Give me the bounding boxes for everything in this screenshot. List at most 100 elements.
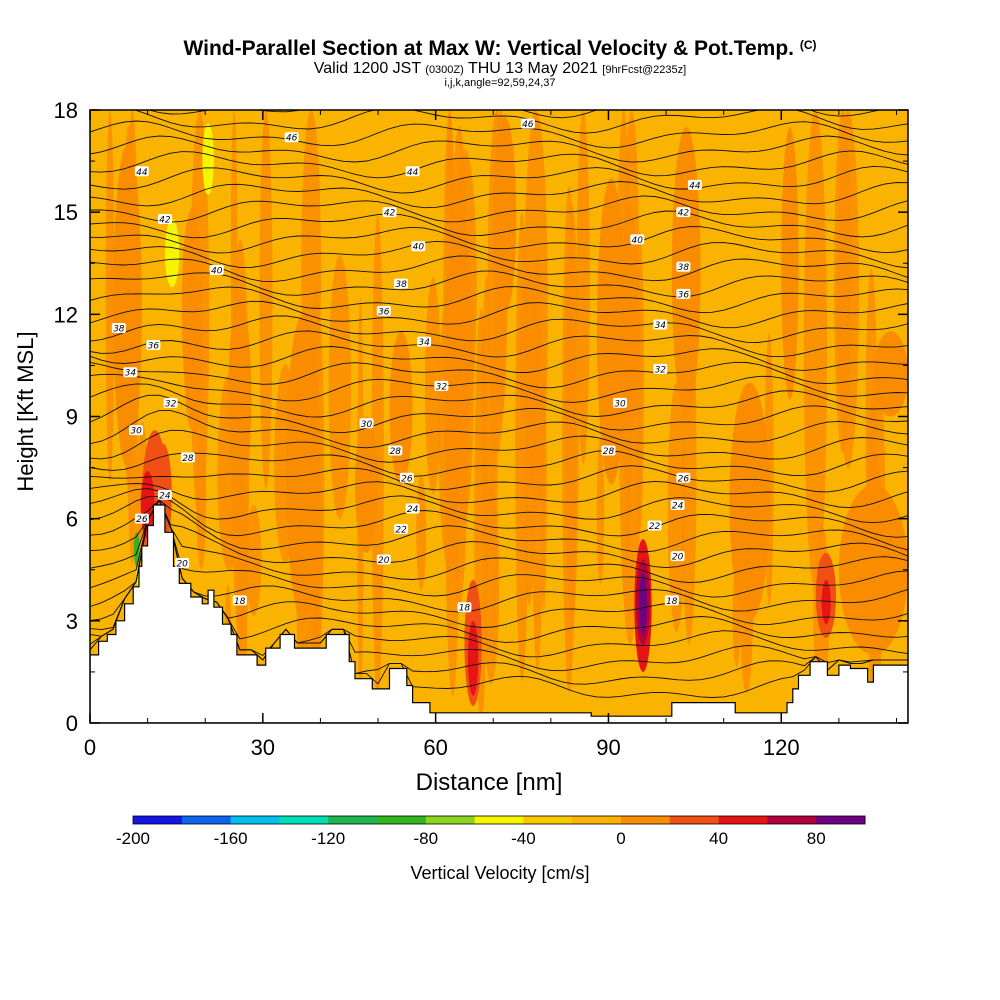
contour-label-bg: [388, 445, 403, 456]
contour-label-text: 30: [361, 420, 373, 430]
contour-label: 28: [388, 445, 403, 457]
contour-label-bg: [382, 207, 397, 218]
contour-label: 34: [653, 319, 668, 331]
contour-label-bg: [653, 319, 668, 330]
contour-label-bg: [676, 207, 691, 218]
y-tick-label: 18: [54, 98, 78, 123]
velocity-streak: [523, 408, 535, 606]
colorbar-swatch: [669, 816, 720, 824]
theta-contours: [90, 110, 908, 698]
contour-label-bg: [601, 445, 616, 456]
theta-contour-line: [90, 429, 908, 463]
velocity-cell: [821, 579, 831, 625]
contour-label-text: 32: [436, 382, 448, 392]
contour-label: 44: [134, 166, 149, 178]
contour-label-bg: [411, 241, 426, 252]
contour-label: 42: [382, 207, 397, 219]
colorbar-swatch: [572, 816, 622, 824]
contour-label-text: 20: [176, 559, 188, 569]
contour-label-bg: [457, 602, 472, 613]
contour-label: 38: [111, 322, 126, 334]
theta-contour-line: [90, 346, 908, 373]
contour-label: 30: [612, 397, 627, 409]
contour-label-bg: [417, 336, 432, 347]
velocity-streak: [834, 110, 852, 454]
contour-label: 30: [359, 418, 374, 430]
contour-label-bg: [134, 166, 149, 177]
theta-contour-line: [90, 226, 908, 254]
contour-label-text: 28: [182, 454, 194, 464]
contour-label-text: 38: [113, 324, 125, 334]
contour-label-bg: [129, 425, 144, 436]
colorbar-swatch: [816, 816, 866, 824]
valid-time: Valid 1200 JST: [313, 60, 421, 77]
contour-label-text: 40: [413, 243, 425, 253]
contour-label: 22: [394, 523, 409, 535]
theta-contour-line: [90, 488, 908, 524]
theta-contour-line: [90, 394, 908, 434]
contour-label-bg: [209, 265, 224, 276]
contour-label-text: 40: [211, 267, 223, 277]
contour-label: 36: [146, 339, 161, 351]
colorbar-swatch: [230, 816, 280, 824]
contour-label: 18: [664, 595, 679, 607]
contour-label-text: 34: [418, 338, 430, 348]
contour-label-text: 44: [689, 181, 701, 191]
y-tick-label: 6: [66, 507, 78, 532]
copyright-mark: (C): [799, 38, 817, 52]
contour-label-text: 24: [672, 502, 684, 512]
contour-label-text: 22: [649, 522, 661, 532]
velocity-cell: [671, 127, 701, 417]
x-tick-label: 0: [84, 735, 96, 760]
contour-label-text: 32: [165, 399, 177, 409]
theta-contour-line: [90, 373, 908, 403]
velocity-streak: [523, 110, 548, 507]
contour-label-text: 36: [378, 307, 390, 317]
contour-label-text: 18: [459, 604, 471, 614]
velocity-cell: [202, 123, 214, 196]
contour-label-text: 26: [401, 474, 413, 484]
contour-label-bg: [394, 278, 409, 289]
theta-contour-line: [90, 361, 908, 389]
contour-label-bg: [175, 557, 190, 568]
colorbar-swatch: [718, 816, 768, 824]
y-tick-label: 15: [54, 200, 78, 225]
velocity-streak: [803, 110, 828, 593]
contour-label-text: 24: [407, 505, 419, 515]
contour-label-bg: [676, 261, 691, 272]
velocity-cell: [781, 127, 799, 400]
theta-contour-line: [90, 498, 908, 569]
colorbar-swatch: [133, 816, 183, 824]
y-axis-label: Height [Kft MSL]: [13, 331, 38, 491]
velocity-cell: [113, 144, 142, 468]
theta-contour-line: [90, 120, 908, 149]
colorbar-tick-label: -40: [511, 829, 536, 848]
theta-contour-line: [90, 240, 908, 269]
contour-label-text: 36: [148, 341, 160, 351]
contour-label-bg: [434, 380, 449, 391]
theta-contour-line: [90, 330, 908, 358]
contour-label-text: 30: [130, 427, 142, 437]
contour-label-bg: [405, 503, 420, 514]
theta-contour-line: [90, 110, 908, 134]
contour-label: 34: [123, 367, 138, 379]
colorbar-label: Vertical Velocity [cm/s]: [410, 863, 590, 883]
theta-contour-line: [90, 286, 908, 314]
contour-label-bg: [134, 513, 149, 524]
velocity-cell: [596, 178, 626, 485]
y-tick-label: 3: [66, 609, 78, 634]
colorbar-swatch: [621, 816, 671, 824]
contour-label-bg: [653, 363, 668, 374]
contour-label-text: 42: [384, 209, 396, 219]
velocity-cell: [873, 331, 908, 417]
colorbar-tick-label: -120: [311, 829, 345, 848]
contour-label-bg: [157, 489, 172, 500]
colorbar-tick-label: -160: [214, 829, 248, 848]
contour-label-text: 34: [125, 369, 137, 379]
colorbar: -200 -160 -120 -80 -40 0 40 80: [116, 815, 866, 848]
contour-label-bg: [232, 595, 247, 606]
contour-label-bg: [670, 551, 685, 562]
colorbar-swatch: [377, 816, 427, 824]
contour-label: 40: [411, 241, 426, 253]
